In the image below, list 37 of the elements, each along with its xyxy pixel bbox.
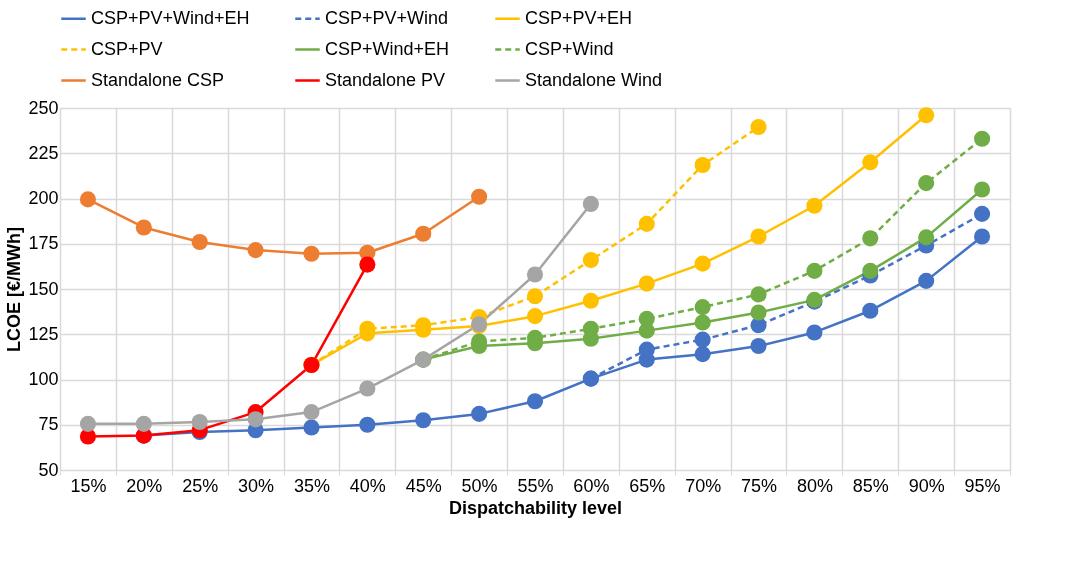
y-tick-label: 50 <box>38 459 59 480</box>
legend-label: CSP+Wind+EH <box>325 38 450 59</box>
legend-label: Standalone CSP <box>91 69 225 90</box>
x-tick-label: 65% <box>629 475 666 496</box>
x-tick-label: 15% <box>70 475 107 496</box>
y-tick-label: 225 <box>28 142 59 163</box>
y-tick-label: 175 <box>28 233 59 254</box>
x-tick-label: 85% <box>852 475 889 496</box>
x-tick-label: 55% <box>517 475 554 496</box>
legend-label: Standalone Wind <box>525 69 663 90</box>
x-tick-label: 45% <box>405 475 442 496</box>
x-tick-label: 35% <box>293 475 330 496</box>
x-tick-label: 60% <box>573 475 610 496</box>
y-tick-label: 100 <box>28 369 59 389</box>
x-tick-label: 25% <box>182 475 219 496</box>
x-tick-label: 95% <box>964 475 1001 496</box>
x-tick-label: 40% <box>349 475 386 496</box>
legend-label: CSP+PV+EH <box>525 7 633 28</box>
x-tick-label: 30% <box>238 475 275 496</box>
legend-label: CSP+PV <box>91 38 163 59</box>
x-tick-label: 70% <box>685 475 722 496</box>
y-tick-label: 150 <box>28 278 59 299</box>
x-tick-label: 75% <box>741 475 778 496</box>
legend-label: CSP+PV+Wind <box>325 7 449 28</box>
y-tick-label: 125 <box>28 323 59 344</box>
legend-label: CSP+Wind <box>525 38 614 59</box>
y-tick-label: 250 <box>28 97 59 118</box>
y-axis-title: LCOE [€/MWh] <box>4 227 25 352</box>
x-tick-label: 90% <box>908 475 945 496</box>
y-tick-label: 200 <box>28 188 59 208</box>
x-tick-label: 20% <box>126 475 163 496</box>
legend-label: Standalone PV <box>325 69 446 90</box>
x-tick-label: 50% <box>461 475 498 496</box>
x-tick-label: 80% <box>796 475 833 496</box>
x-axis-title: Dispatchability level <box>448 497 623 518</box>
y-tick-label: 75 <box>38 414 59 435</box>
legend-label: CSP+PV+Wind+EH <box>91 7 250 28</box>
